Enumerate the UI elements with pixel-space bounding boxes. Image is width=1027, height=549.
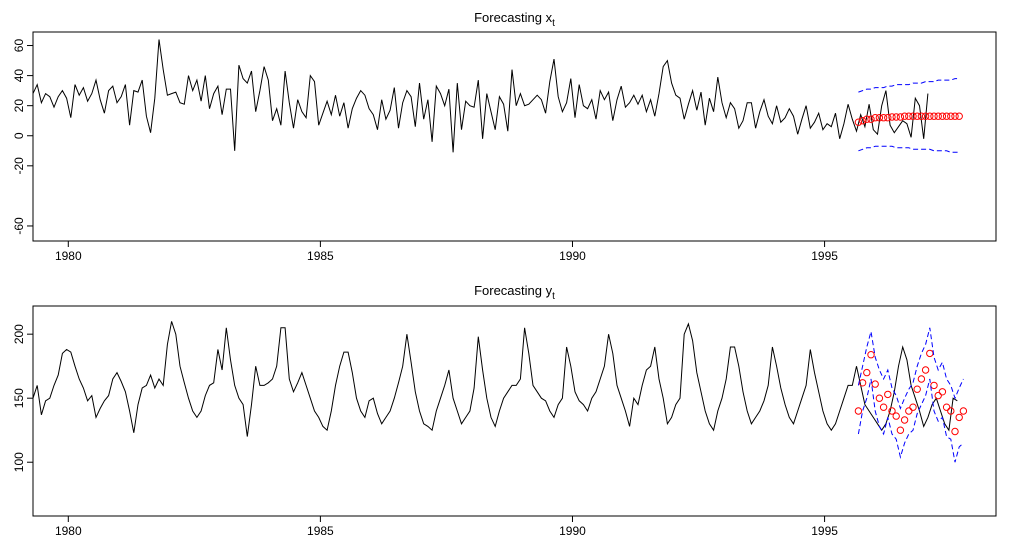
forecast-point <box>888 113 896 121</box>
x-tick-label: 1990 <box>559 524 586 538</box>
chart-title: Forecasting yt <box>474 283 555 302</box>
upper-bound-line <box>857 327 964 410</box>
forecast-point <box>854 118 863 126</box>
forecast-point <box>942 112 951 120</box>
x-tick-label: 1980 <box>55 249 82 263</box>
y-tick-label: 100 <box>12 452 26 472</box>
forecast-point <box>930 381 938 390</box>
forecast-point <box>905 112 913 120</box>
forecast-points <box>854 349 968 436</box>
forecast-point <box>909 403 917 411</box>
forecast-point <box>871 114 879 122</box>
y-tick-label: 0 <box>12 132 26 139</box>
plot-frame <box>32 31 997 242</box>
chart-title: Forecasting xt <box>474 10 555 29</box>
forecast-point <box>909 112 917 120</box>
forecast-point <box>892 113 900 121</box>
forecast-point <box>955 112 963 120</box>
forecast-point <box>888 407 896 415</box>
forecast-point <box>854 407 863 415</box>
x-tick-label: 1980 <box>55 524 82 538</box>
forecast-point <box>959 407 968 415</box>
forecast-point <box>879 114 888 122</box>
forecast-point <box>947 112 955 120</box>
forecast-point <box>917 375 926 383</box>
forecast-points <box>854 112 963 126</box>
forecast-point <box>905 407 913 415</box>
forecast-point <box>896 113 905 121</box>
lower-bound-line <box>858 145 960 153</box>
y-tick-label: 20 <box>12 99 26 113</box>
forecast-point <box>867 115 875 123</box>
forecast-point <box>938 388 947 396</box>
forecast-point <box>955 413 963 422</box>
x-tick-label: 1990 <box>559 249 586 263</box>
forecast-point <box>884 114 892 122</box>
forecast-point <box>900 112 909 120</box>
forecast-point <box>867 351 875 359</box>
y-tick-label: 200 <box>12 324 26 344</box>
forecast-point <box>938 112 947 120</box>
x-tick-label: 1985 <box>307 524 334 538</box>
forecast-point <box>913 385 921 393</box>
forecast-point <box>926 112 934 120</box>
y-tick-label: 40 <box>12 69 26 83</box>
y-tick-label: 150 <box>12 388 26 408</box>
forecast-point <box>875 114 884 122</box>
forecast-point <box>926 349 934 358</box>
forecast-point <box>892 412 900 420</box>
forecast-point <box>921 366 930 374</box>
lower-bound-line <box>857 378 964 463</box>
observed-series-line <box>32 39 929 153</box>
y-tick-label: 60 <box>12 39 26 53</box>
y-tick-label: -60 <box>12 217 26 235</box>
x-tick-label: 1995 <box>811 524 838 538</box>
forecast-point <box>871 380 879 388</box>
forecast-point <box>863 115 871 123</box>
forecast-point <box>896 426 905 434</box>
forecast-point <box>884 390 892 399</box>
x-tick-label: 1985 <box>307 249 334 263</box>
y-tick-label: -20 <box>12 157 26 175</box>
forecast-point <box>875 394 884 402</box>
forecast-point <box>858 117 867 125</box>
forecast-point <box>934 112 942 120</box>
panel-1: Forecasting xt 1980 1985 1990 1995 -60 -20 0 20 4… <box>12 10 997 263</box>
forecast-point <box>951 427 959 436</box>
forecast-point <box>917 112 926 120</box>
x-tick-label: 1995 <box>811 249 838 263</box>
forecast-point <box>863 368 871 377</box>
forecast-point <box>942 403 951 411</box>
forecast-point <box>913 112 921 120</box>
observed-series-line <box>32 321 958 437</box>
forecast-point <box>947 407 955 415</box>
forecast-point <box>900 416 909 424</box>
plot-frame <box>32 305 997 517</box>
forecast-point <box>921 112 930 120</box>
panel-2: Forecasting yt 1980 1985 1990 1995 100 150 200 <box>12 283 997 538</box>
forecast-point <box>930 112 938 120</box>
forecast-point <box>951 112 959 120</box>
upper-bound-line <box>858 78 960 93</box>
forecast-point <box>934 391 942 400</box>
forecast-point <box>879 403 888 411</box>
